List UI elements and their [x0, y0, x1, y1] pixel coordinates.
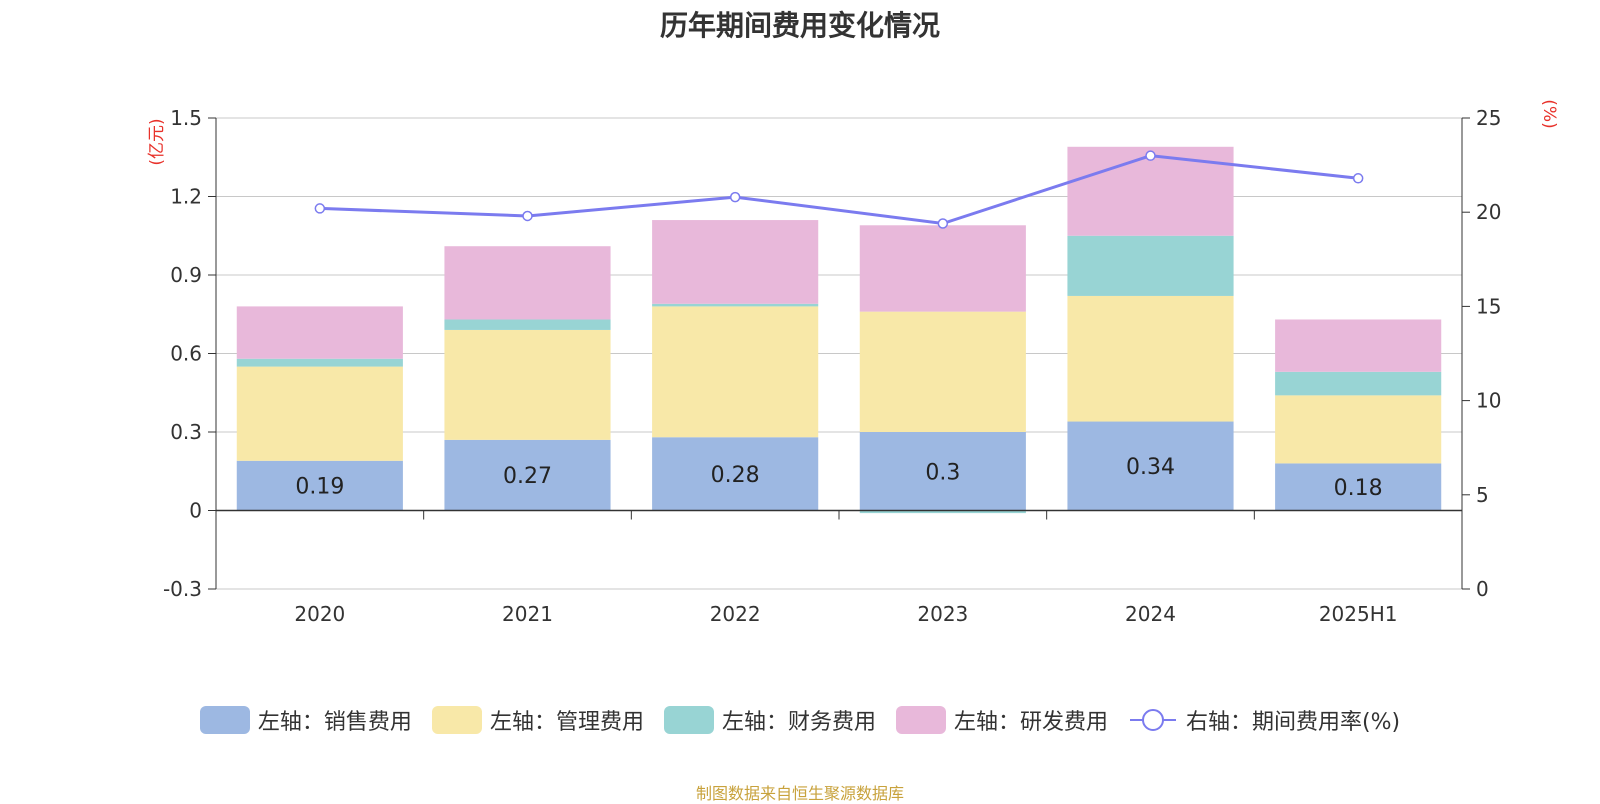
left-axis-tick-label: 1.5 — [170, 106, 202, 130]
data-label-sales: 0.18 — [1334, 476, 1383, 501]
legend-item-finance[interactable]: 左轴：财务费用 — [663, 704, 876, 736]
legend-item-admin[interactable]: 左轴：管理费用 — [431, 704, 644, 736]
data-label-sales: 0.19 — [295, 475, 344, 500]
left-axis-tick-label: 0.3 — [170, 420, 202, 444]
data-label-sales: 0.3 — [925, 460, 960, 485]
right-axis-tick-label: 5 — [1476, 483, 1489, 507]
legend-swatch-sales — [199, 706, 250, 734]
expense-rate-point — [1352, 173, 1364, 184]
x-axis-tick-label: 2020 — [294, 602, 345, 626]
legend-label-admin: 左轴：管理费用 — [489, 710, 644, 735]
right-axis-tick-label: 15 — [1476, 294, 1501, 318]
bar-segment-0-2021 — [444, 439, 611, 511]
expense-rate-line — [319, 154, 1359, 226]
left-axis-tick-label: 0.9 — [170, 263, 202, 287]
bar-segment-1-2025H1 — [1275, 395, 1442, 464]
bar-segment-0-2023 — [859, 432, 1026, 511]
bar-segment-1-2023 — [859, 311, 1026, 432]
bar-segment-2-2020 — [236, 358, 403, 367]
bar-segment-1-2021 — [444, 329, 611, 440]
left-axis-tick-label: -0.3 — [163, 577, 202, 601]
bar-segment-3-2021 — [444, 246, 611, 320]
left-axis-unit: (亿元) — [147, 118, 167, 165]
bar-segment-1-2020 — [236, 366, 403, 461]
bar-segment-3-2025H1 — [1275, 319, 1442, 372]
bar-segment-3-2023 — [859, 225, 1026, 312]
legend-swatch-admin — [431, 706, 482, 734]
right-axis-tick-label: 10 — [1476, 389, 1501, 413]
bar-segment-0-2025H1 — [1275, 463, 1442, 511]
expense-rate-point — [314, 203, 326, 214]
bar-segment-2-2022 — [652, 303, 819, 307]
bar-segment-2-2025H1 — [1275, 371, 1442, 396]
legend-item-rnd[interactable]: 左轴：研发费用 — [895, 704, 1108, 736]
bar-segment-0-2024 — [1067, 421, 1234, 511]
bar-segment-1-2024 — [1067, 295, 1234, 422]
bar-segment-2-2024 — [1067, 235, 1234, 296]
x-axis-tick-label: 2021 — [502, 602, 553, 626]
bar-segment-0-2020 — [236, 460, 403, 511]
left-axis-tick-label: 1.2 — [170, 185, 202, 209]
x-axis-tick-label: 2024 — [1125, 602, 1176, 626]
legend-label-rnd: 左轴：研发费用 — [953, 710, 1108, 735]
x-axis-tick-label: 2025H1 — [1319, 602, 1398, 626]
legend-label-expense-rate: 右轴：期间费用率(%) — [1185, 710, 1401, 735]
data-label-sales: 0.27 — [503, 464, 552, 489]
legend-item-expense-rate[interactable]: 右轴：期间费用率(%) — [1128, 704, 1400, 736]
expense-rate-point — [937, 218, 949, 229]
data-label-sales: 0.28 — [711, 463, 760, 488]
legend-swatch-rnd — [895, 706, 946, 734]
expense-rate-point — [522, 210, 533, 222]
bar-segment-3-2022 — [652, 220, 819, 304]
source-note: 制图数据来自恒生聚源数据库 — [695, 784, 904, 803]
legend-swatch-expense-rate — [1129, 709, 1176, 731]
right-axis-unit: (%) — [1539, 99, 1559, 128]
chart-title: 历年期间费用变化情况 — [659, 9, 940, 42]
legend-item-sales[interactable]: 左轴：销售费用 — [199, 704, 412, 736]
x-axis-tick-label: 2023 — [917, 602, 968, 626]
expense-rate-point — [729, 191, 741, 203]
bar-segment-0-2022 — [652, 437, 819, 511]
bar-segment-3-2020 — [236, 306, 403, 359]
bar-segment-2-2023 — [859, 510, 1026, 514]
x-axis-tick-label: 2022 — [710, 602, 761, 626]
left-axis-tick-label: 0.6 — [170, 342, 202, 366]
legend-label-finance: 左轴：财务费用 — [721, 710, 876, 735]
bar-segment-2-2021 — [444, 319, 611, 330]
bar-segment-1-2022 — [652, 306, 819, 438]
left-axis-tick-label: 0 — [189, 499, 202, 523]
right-axis-tick-label: 20 — [1476, 200, 1501, 224]
data-label-sales: 0.34 — [1126, 455, 1175, 480]
right-axis-tick-label: 0 — [1476, 577, 1489, 601]
expense-rate-point — [1145, 150, 1156, 161]
legend-swatch-finance — [663, 706, 714, 734]
legend-label-sales: 左轴：销售费用 — [257, 710, 412, 735]
right-axis-tick-label: 25 — [1476, 106, 1501, 130]
chart-legend: 左轴：销售费用 左轴：管理费用 左轴：财务费用 左轴：研发费用 右轴：期间费用率… — [0, 702, 1600, 738]
